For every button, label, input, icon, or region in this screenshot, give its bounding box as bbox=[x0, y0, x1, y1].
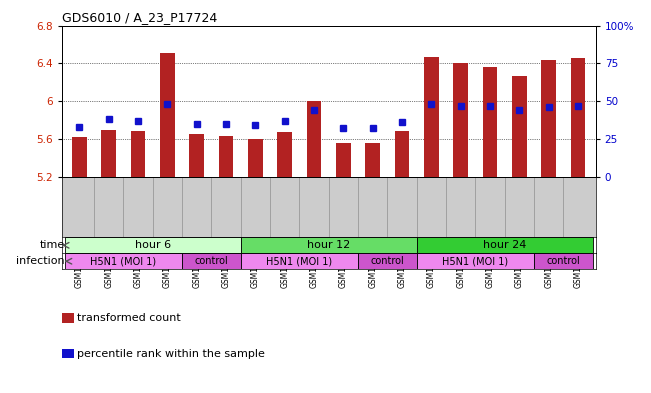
Bar bbox=[189, 134, 204, 177]
Bar bbox=[365, 143, 380, 177]
Bar bbox=[219, 136, 234, 177]
Bar bbox=[160, 53, 174, 177]
Bar bbox=[182, 253, 241, 269]
Text: H5N1 (MOI 1): H5N1 (MOI 1) bbox=[90, 256, 156, 266]
Text: H5N1 (MOI 1): H5N1 (MOI 1) bbox=[442, 256, 508, 266]
Bar bbox=[241, 237, 417, 253]
Text: control: control bbox=[195, 256, 229, 266]
Bar bbox=[571, 58, 585, 177]
Bar bbox=[358, 253, 417, 269]
Bar bbox=[131, 131, 145, 177]
Bar bbox=[277, 132, 292, 177]
Text: hour 24: hour 24 bbox=[483, 240, 527, 250]
Bar bbox=[395, 130, 409, 177]
Bar bbox=[65, 253, 182, 269]
Text: infection: infection bbox=[16, 256, 65, 266]
Bar bbox=[453, 63, 468, 177]
Bar bbox=[417, 237, 592, 253]
Text: control: control bbox=[370, 256, 404, 266]
Bar bbox=[102, 130, 116, 177]
Bar bbox=[512, 76, 527, 177]
Bar bbox=[241, 253, 358, 269]
Bar bbox=[483, 67, 497, 177]
Text: control: control bbox=[547, 256, 580, 266]
Bar bbox=[534, 253, 592, 269]
Bar bbox=[336, 143, 351, 177]
Text: hour 6: hour 6 bbox=[135, 240, 171, 250]
Bar bbox=[248, 139, 263, 177]
Text: hour 12: hour 12 bbox=[307, 240, 350, 250]
Bar bbox=[424, 57, 439, 177]
Bar bbox=[65, 237, 241, 253]
Bar bbox=[307, 101, 322, 177]
Text: transformed count: transformed count bbox=[77, 313, 180, 323]
Text: H5N1 (MOI 1): H5N1 (MOI 1) bbox=[266, 256, 333, 266]
Text: percentile rank within the sample: percentile rank within the sample bbox=[77, 349, 265, 359]
Bar bbox=[542, 60, 556, 177]
Text: GDS6010 / A_23_P17724: GDS6010 / A_23_P17724 bbox=[62, 11, 217, 24]
Text: time: time bbox=[40, 240, 65, 250]
Bar bbox=[417, 253, 534, 269]
Bar bbox=[72, 137, 87, 177]
